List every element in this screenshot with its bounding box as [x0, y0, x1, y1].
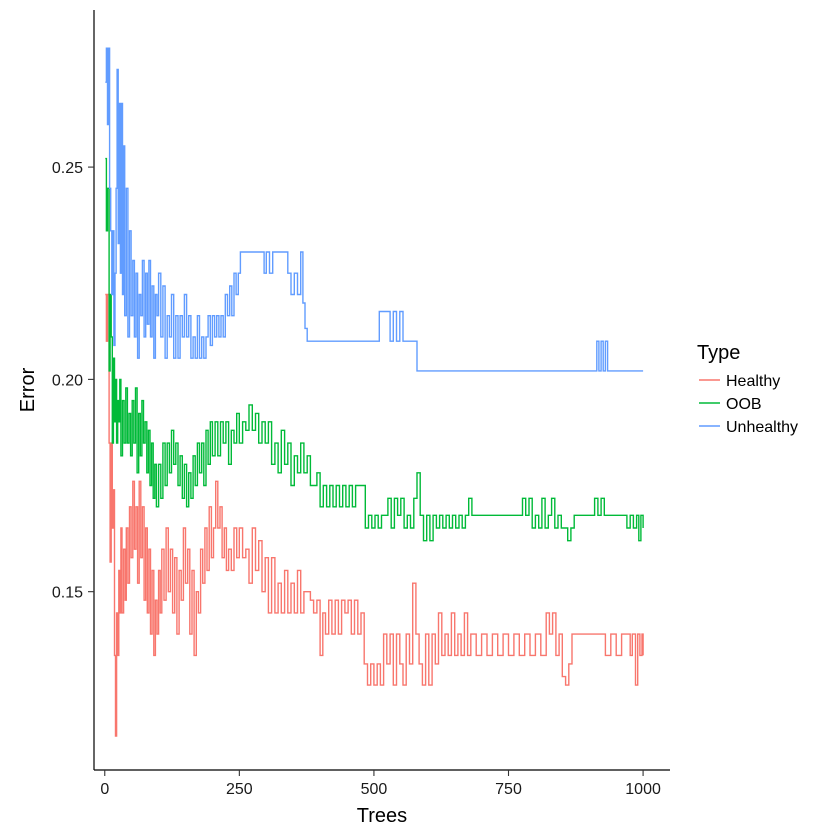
x-tick-label: 1000: [625, 781, 661, 798]
series-line-healthy: [105, 293, 644, 737]
series-lines: [105, 47, 644, 737]
series-line-unhealthy: [105, 47, 644, 372]
legend-title: Type: [697, 342, 740, 364]
series-line-oob: [105, 157, 644, 542]
x-tick-label: 250: [226, 781, 253, 798]
legend-label-unhealthy: Unhealthy: [726, 419, 798, 436]
x-tick-label: 0: [100, 781, 109, 798]
y-tick-label: 0.20: [52, 372, 83, 389]
y-axis-title: Error: [17, 367, 39, 412]
y-tick-label: 0.25: [52, 160, 83, 177]
legend: Type Healthy OOB Unhealthy: [697, 342, 798, 436]
y-tick-label: 0.15: [52, 585, 83, 602]
x-axis-ticks: 0 250 500 750 1000: [100, 770, 661, 798]
x-tick-label: 750: [495, 781, 522, 798]
x-tick-label: 500: [361, 781, 388, 798]
legend-label-healthy: Healthy: [726, 373, 780, 390]
y-axis-ticks: 0.15 0.20 0.25: [52, 160, 94, 602]
legend-label-oob: OOB: [726, 396, 762, 413]
x-axis-title: Trees: [357, 805, 407, 827]
